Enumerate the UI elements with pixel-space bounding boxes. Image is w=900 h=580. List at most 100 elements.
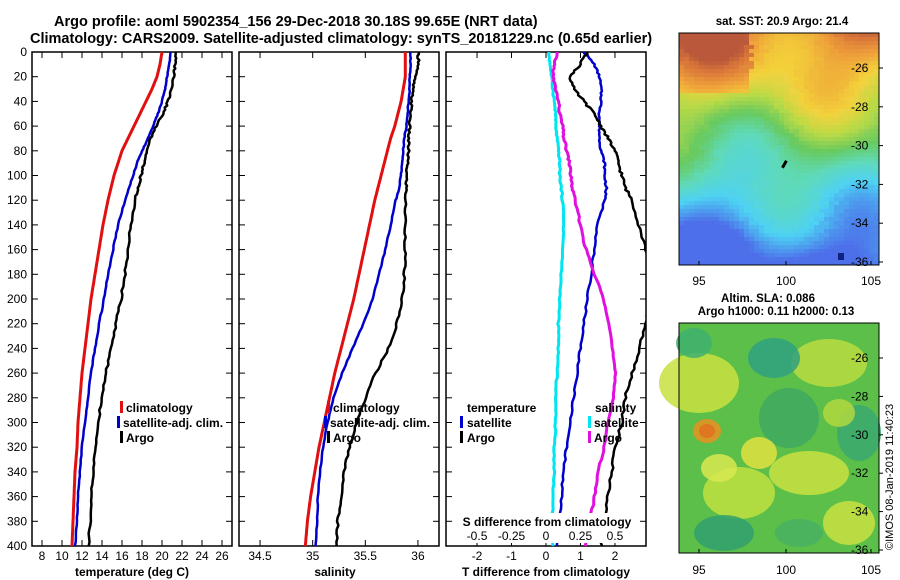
sst-cell: [694, 225, 700, 230]
sst-cell: [769, 177, 775, 182]
sst-cell: [704, 133, 710, 138]
sst-cell: [684, 37, 690, 42]
sst-cell: [759, 69, 765, 74]
sst-cell: [809, 41, 815, 46]
sst-cell: [734, 201, 740, 206]
sst-cell: [829, 45, 835, 50]
sst-cell: [754, 225, 760, 230]
sst-cell: [789, 61, 795, 66]
sst-cell: [694, 189, 700, 194]
sst-cell: [799, 169, 805, 174]
sst-cell: [819, 213, 825, 218]
sst-cell: [699, 49, 705, 54]
sst-cell: [804, 181, 810, 186]
sst-cell: [854, 37, 860, 42]
sst-cell: [864, 113, 870, 118]
sst-cell: [704, 149, 710, 154]
lat-tick-label: -28: [851, 100, 869, 114]
sst-cell: [854, 185, 860, 190]
sst-cell: [709, 205, 715, 210]
legend-label-t-argo: Argo: [467, 431, 495, 445]
sst-cell: [789, 261, 795, 266]
sst-cell: [844, 77, 850, 82]
sst-cell: [719, 129, 725, 134]
sst-cell: [854, 57, 860, 62]
sst-cell: [869, 53, 875, 58]
sst-cell: [809, 245, 815, 250]
sst-cell: [749, 137, 755, 142]
sst-cell: [719, 161, 725, 166]
sst-cell: [764, 161, 770, 166]
sst-cell: [684, 141, 690, 146]
sst-cell: [874, 197, 880, 202]
sst-cell: [709, 97, 715, 102]
sst-cell: [789, 149, 795, 154]
sst-cell: [724, 85, 730, 90]
legend-swatch-s-satellite: [588, 416, 591, 428]
sst-cell: [709, 245, 715, 250]
sst-cell: [699, 101, 705, 106]
sst-cell: [729, 137, 735, 142]
sst-cell: [764, 69, 770, 74]
sst-cell: [819, 133, 825, 138]
sst-cell: [849, 53, 855, 58]
sst-cell: [794, 105, 800, 110]
sst-cell: [704, 117, 710, 122]
sst-cell: [859, 245, 865, 250]
sst-cell: [809, 185, 815, 190]
sst-cell: [789, 129, 795, 134]
sst-cell: [829, 205, 835, 210]
sst-cell: [734, 73, 740, 78]
sst-cell: [809, 33, 815, 38]
sst-cell: [789, 81, 795, 86]
sst-cell: [744, 221, 750, 226]
sst-cell: [814, 65, 820, 70]
sst-cell: [679, 113, 685, 118]
sst-cell: [809, 85, 815, 90]
sst-cell: [814, 69, 820, 74]
sst-cell: [679, 105, 685, 110]
sst-cell: [764, 205, 770, 210]
sst-cell: [869, 217, 875, 222]
sst-cell: [739, 173, 745, 178]
sst-cell: [749, 213, 755, 218]
sst-cell: [779, 37, 785, 42]
sst-cell: [704, 241, 710, 246]
sst-cell: [729, 101, 735, 106]
sst-cell: [799, 113, 805, 118]
temperature-climatology-line: [70, 52, 164, 546]
sst-cell: [744, 33, 750, 38]
sst-cell: [859, 189, 865, 194]
sst-cell: [799, 229, 805, 234]
sst-cell: [714, 149, 720, 154]
sst-cell: [749, 141, 755, 146]
sst-cell: [819, 65, 825, 70]
sst-cell: [774, 105, 780, 110]
sst-cell: [754, 205, 760, 210]
sst-cell: [729, 33, 735, 38]
sst-cell: [774, 97, 780, 102]
sst-cell: [769, 205, 775, 210]
sst-cell: [689, 233, 695, 238]
sst-cell: [714, 173, 720, 178]
sst-cell: [834, 209, 840, 214]
sst-cell: [754, 217, 760, 222]
sst-cell: [689, 173, 695, 178]
sst-cell: [794, 129, 800, 134]
sst-cell: [699, 213, 705, 218]
sst-cell: [694, 41, 700, 46]
sst-cell: [829, 181, 835, 186]
sst-cell: [689, 49, 695, 54]
sst-cell: [799, 153, 805, 158]
sst-cell: [854, 33, 860, 38]
sst-cell: [794, 133, 800, 138]
sst-cell: [724, 229, 730, 234]
sst-cell: [734, 169, 740, 174]
sst-cell: [769, 201, 775, 206]
sst-cell: [759, 89, 765, 94]
sst-cell: [849, 73, 855, 78]
sst-cell: [869, 165, 875, 170]
sst-cell: [799, 181, 805, 186]
sst-cell: [719, 241, 725, 246]
sst-cell: [839, 197, 845, 202]
